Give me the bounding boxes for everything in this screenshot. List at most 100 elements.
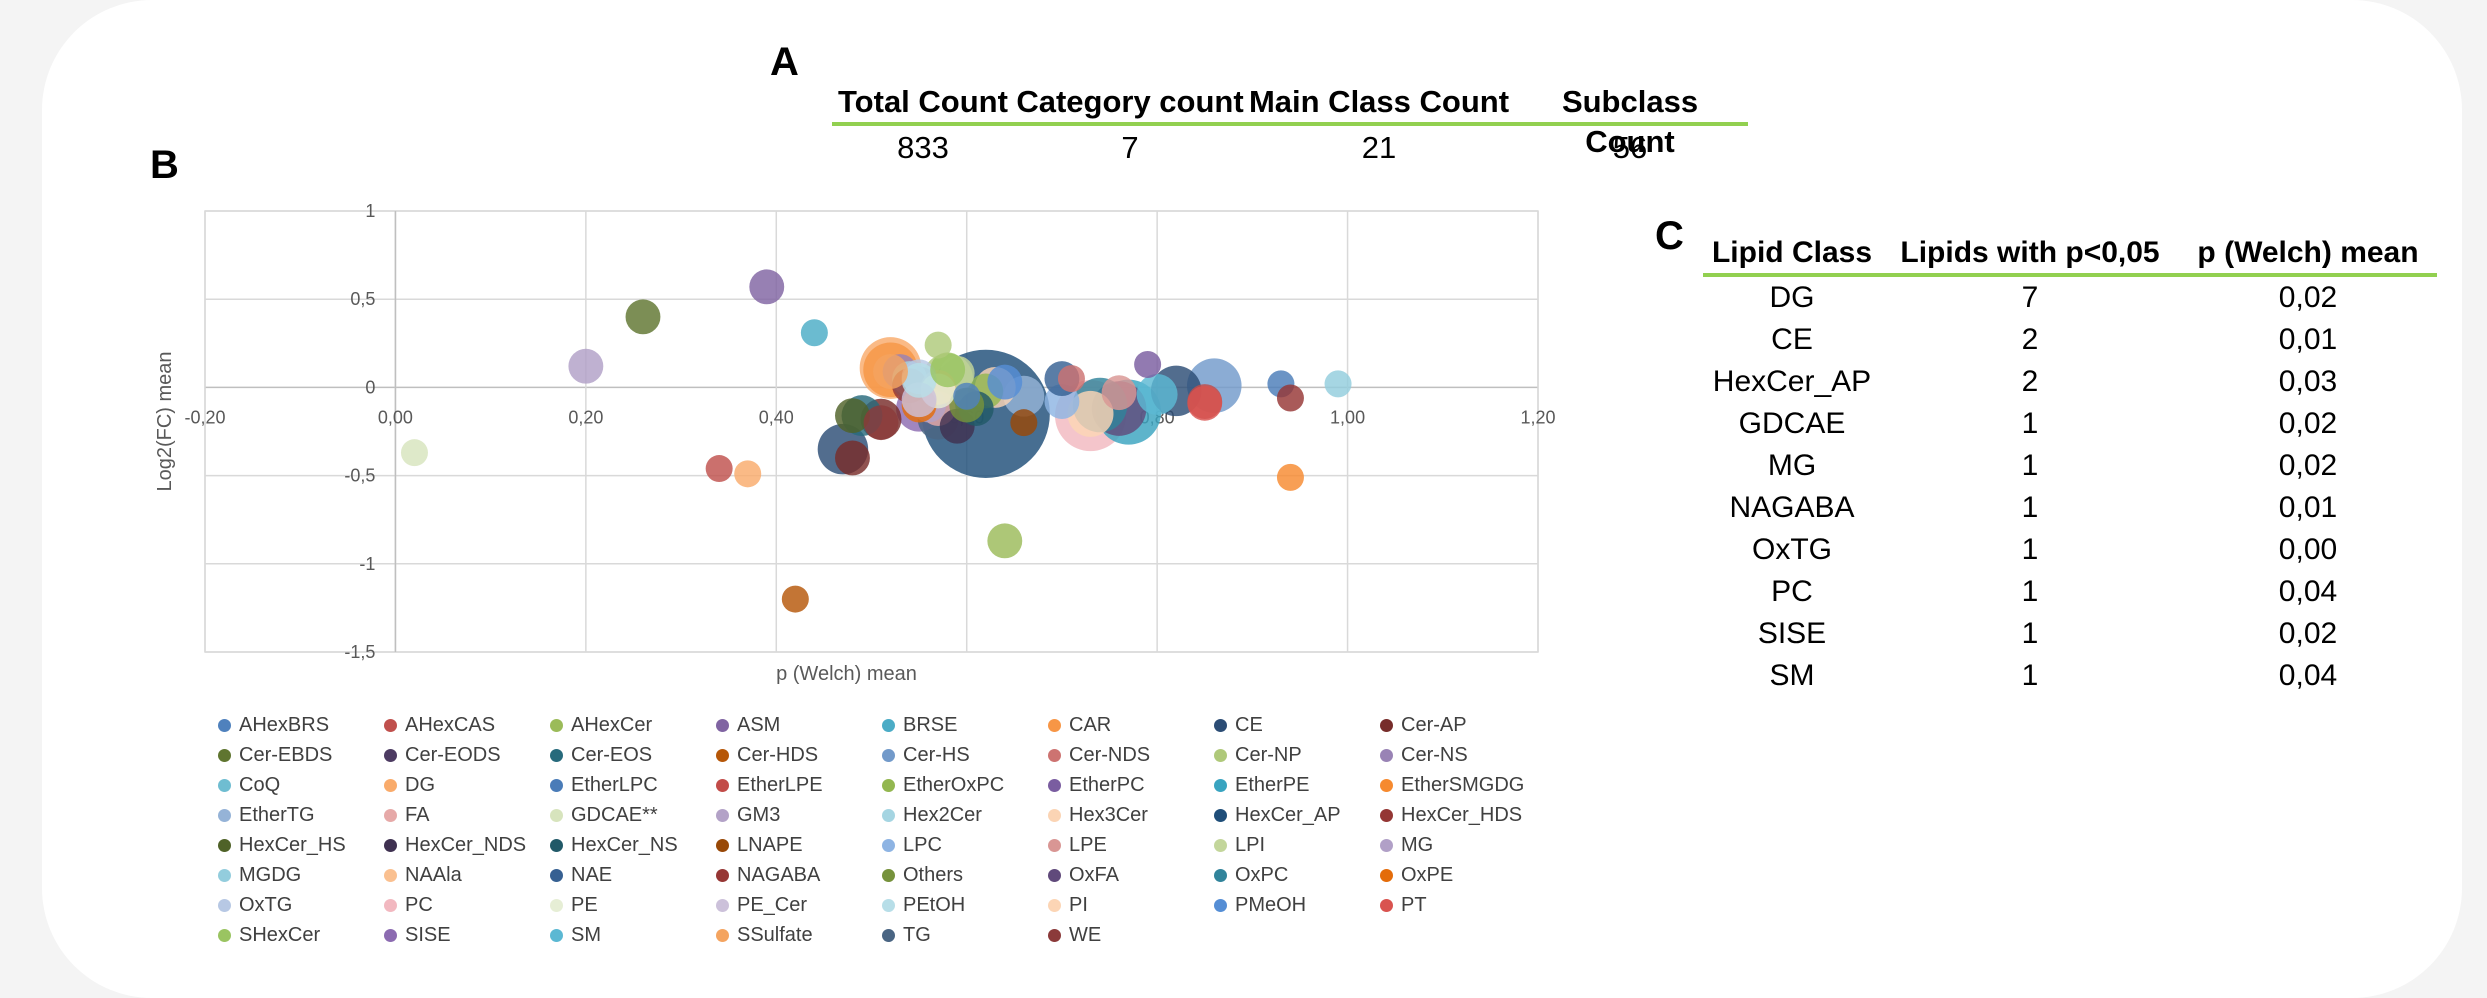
legend-marker [882,898,895,912]
table-body: DG 7 0,02 CE 2 0,01 HexCer_AP 2 0,03 GDCAE 1 0,02 MG… [1703,277,2437,697]
table-row: OxTG 1 0,00 [1703,529,2437,571]
bubble-asm [749,269,785,305]
legend-marker [882,718,895,732]
table-row: PC 1 0,04 [1703,571,2437,613]
legend-marker [1048,778,1061,792]
legend-marker [882,928,895,942]
p-welch-cell: 0,02 [2278,617,2338,650]
legend-marker [1380,748,1393,762]
legend-item: LNAPE [716,830,882,860]
bubble-lnape [1010,409,1038,437]
legend-label: LPI [1235,833,1266,856]
legend-item: ASM [716,710,882,740]
legend-label: PC [405,893,433,916]
legend-marker [1380,718,1393,732]
legend-item: TG [882,920,1048,950]
total-count-value: 833 [897,130,949,165]
bubble-dg [734,460,762,488]
x-tick-label: 1,20 [1520,407,1555,427]
legend-item: CE [1214,710,1380,740]
x-tick-label: 0,40 [759,407,794,427]
x-tick-label: 0,00 [378,407,413,427]
legend-label: Cer-EODS [405,743,501,766]
legend-label: Hex2Cer [903,803,982,826]
table-header-row: Lipid Class Lipids with p<0,05 p (Welch)… [1703,233,2437,277]
y-tick-label: -0,5 [344,466,375,486]
y-tick-label: 0 [365,377,375,397]
legend-label: WE [1069,923,1102,946]
legend-marker [384,898,397,912]
lipid-count-cell: 1 [2021,491,2039,524]
bubble-cer-hds [781,585,809,613]
main-class-count-value: 21 [1361,130,1397,165]
bubble-cer-nds [1057,365,1085,393]
legend-marker [882,748,895,762]
legend-item: HexCer_AP [1214,800,1380,830]
legend-label: SHexCer [239,923,321,946]
legend-item: Hex3Cer [1048,800,1214,830]
legend-label: Cer-NDS [1069,743,1151,766]
lipid-count-cell: 1 [2021,575,2039,608]
legend-label: SISE [405,923,451,946]
legend-marker [1214,778,1227,792]
legend-marker [1048,808,1061,822]
legend-marker [716,898,729,912]
legend-item: EtherPE [1214,770,1380,800]
lipid-count-cell: 1 [2021,407,2039,440]
legend-label: Hex3Cer [1069,803,1148,826]
legend-item: SISE [384,920,550,950]
legend-item: OxPE [1380,860,1546,890]
bubble-lpe [1101,375,1137,411]
legend-item: DG [384,770,550,800]
p-welch-cell: 0,01 [2278,323,2338,356]
p-welch-cell: 0,03 [2278,365,2338,398]
lipid-count-cell: 2 [2021,323,2039,356]
legend-marker [384,838,397,852]
table-row: SM 1 0,04 [1703,655,2437,697]
lipid-class-cell: OxTG [1752,533,1832,566]
legend-label: CoQ [239,773,281,796]
lipid-class-cell: HexCer_AP [1712,365,1872,398]
legend-label: PT [1401,893,1427,916]
legend-label: BRSE [903,713,958,736]
legend-item: PC [384,890,550,920]
category-count-value: 7 [1121,130,1139,165]
legend-label: NAGABA [737,863,821,886]
legend-item: Hex2Cer [882,800,1048,830]
legend-item: PEtOH [882,890,1048,920]
legend-label: PI [1069,893,1088,916]
table-row: SISE 1 0,02 [1703,613,2437,655]
legend-item: PE [550,890,716,920]
bubble-sm [1136,374,1178,415]
legend-label: OxFA [1069,863,1120,886]
legend-item: EtherSMGDG [1380,770,1546,800]
legend-marker [550,808,563,822]
legend-item: LPC [882,830,1048,860]
legend-label: EtherOxPC [903,773,1005,796]
legend-label: EtherPC [1069,773,1145,796]
x-tick-label: 1,00 [1330,407,1365,427]
legend-label: PE [571,893,598,916]
legend-label: NAAla [405,863,462,886]
legend-label: EtherLPE [737,773,823,796]
x-axis-title: p (Welch) mean [776,663,917,685]
bubble-pmeoh [987,364,1023,400]
legend-marker [550,898,563,912]
lipid-count-cell: 2 [2021,365,2039,398]
legend-label: SSulfate [737,923,813,946]
legend-marker [550,748,563,762]
legend-marker [218,778,231,792]
legend-label: Cer-EOS [571,743,653,766]
legend-item: NAE [550,860,716,890]
legend-label: Cer-EBDS [239,743,333,766]
legend-item: AHexCer [550,710,716,740]
legend-label: AHexCAS [405,713,496,736]
lipid-count-cell: 1 [2021,449,2039,482]
y-tick-label: -1,5 [344,642,375,662]
header-subclass-count: Subclass Count [1561,84,1699,159]
legend-label: PEtOH [903,893,966,916]
p-welch-cell: 0,04 [2278,659,2338,692]
legend-marker [550,718,563,732]
legend-label: EtherTG [239,803,315,826]
legend-label: ASM [737,713,781,736]
